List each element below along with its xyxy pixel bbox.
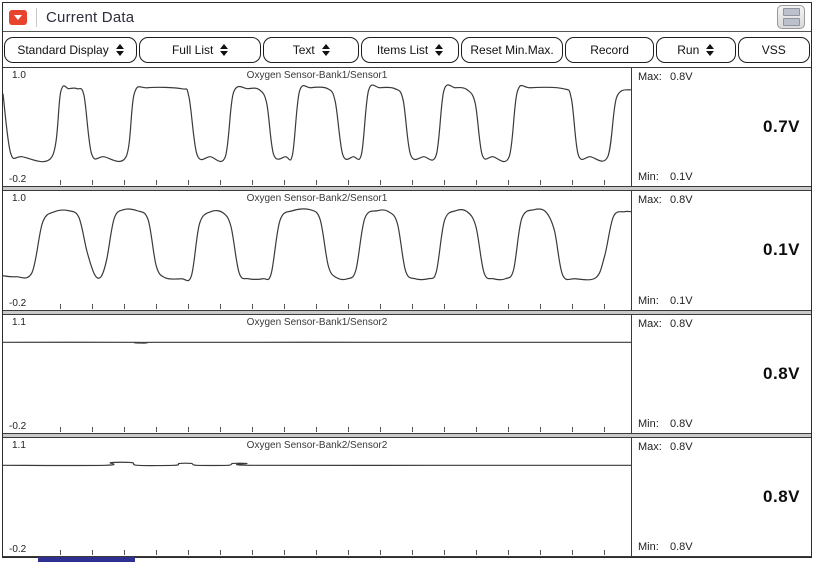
scale-max-label: 1.0	[12, 193, 26, 205]
updown-arrows-icon	[435, 43, 444, 56]
run-dropdown[interactable]: Run	[655, 36, 736, 63]
max-value: 0.8V	[670, 71, 693, 83]
sensor-panel-bank2-sensor1: 1.0 Oxygen Sensor-Bank2/Sensor1 -0.2 Max…	[3, 190, 811, 311]
current-value: 0.1V	[763, 240, 800, 260]
max-label: Max:	[638, 194, 662, 207]
scale-min-label: -0.2	[9, 420, 27, 432]
max-value: 0.8V	[670, 194, 693, 207]
min-label: Min:	[638, 541, 659, 553]
min-value: 0.8V	[670, 541, 693, 553]
scroll-indicator[interactable]	[38, 557, 135, 562]
vss-button[interactable]: VSS	[737, 36, 810, 63]
text-dropdown[interactable]: Text	[263, 36, 360, 63]
min-label: Min:	[638, 417, 659, 430]
reset-minmax-button[interactable]: Reset Min.Max.	[460, 36, 564, 63]
button-label: Full List	[171, 42, 214, 57]
button-label: VSS	[761, 42, 786, 57]
dropdown-arrow-icon	[14, 14, 22, 20]
waveform-plot: 1.0 Oxygen Sensor-Bank1/Sensor1 -0.2	[3, 68, 632, 187]
button-label: Record	[590, 42, 629, 57]
min-label: Min:	[638, 171, 659, 184]
readout-column: Max: 0.8V 0.7V Min: 0.1V	[632, 68, 811, 186]
waveform-line	[3, 191, 631, 309]
toolbar: Standard Display Full List Text Items Li…	[3, 32, 811, 67]
readout-column: Max: 0.8V 0.8V Min: 0.8V	[632, 315, 811, 433]
scale-max-label: 1.1	[12, 316, 26, 328]
readout-column: Max: 0.8V 0.8V Min: 0.8V	[632, 438, 811, 556]
scale-min-label: -0.2	[9, 544, 27, 555]
time-axis-ticks	[60, 303, 627, 309]
list-lines-icon	[782, 8, 800, 16]
max-value: 0.8V	[670, 317, 693, 330]
waveform-plot: 1.1 Oxygen Sensor-Bank1/Sensor2 -0.2	[3, 314, 632, 433]
waveform-title: Oxygen Sensor-Bank2/Sensor1	[246, 193, 388, 205]
updown-arrows-icon	[706, 43, 715, 56]
waveform-title: Oxygen Sensor-Bank2/Sensor2	[246, 439, 388, 451]
button-label: Reset Min.Max.	[470, 42, 554, 57]
titlebar-divider	[36, 7, 37, 27]
waveform-line	[3, 438, 631, 556]
current-value: 0.8V	[763, 363, 800, 383]
standard-display-dropdown[interactable]: Standard Display	[4, 36, 138, 63]
min-value: 0.8V	[670, 417, 693, 430]
min-label: Min:	[638, 294, 659, 307]
waveform-plot: 1.1 Oxygen Sensor-Bank2/Sensor2 -0.2	[3, 437, 632, 556]
max-label: Max:	[638, 71, 662, 83]
page-title: Current Data	[46, 8, 135, 26]
button-label: Items List	[376, 42, 429, 57]
scale-max-label: 1.1	[12, 439, 26, 451]
title-bar: Current Data	[3, 3, 811, 32]
list-lines-icon	[782, 18, 800, 26]
time-axis-ticks	[60, 550, 627, 555]
current-value: 0.8V	[763, 486, 800, 506]
min-value: 0.1V	[670, 294, 693, 307]
readout-column: Max: 0.8V 0.1V Min: 0.1V	[632, 191, 811, 309]
max-value: 0.8V	[670, 440, 693, 453]
sensor-panels: 1.0 Oxygen Sensor-Bank1/Sensor1 -0.2 Max…	[3, 67, 811, 557]
record-button[interactable]: Record	[565, 36, 654, 63]
updown-arrows-icon	[321, 43, 330, 56]
waveform-line	[3, 68, 631, 186]
waveform-title: Oxygen Sensor-Bank1/Sensor2	[246, 316, 388, 328]
time-axis-ticks	[60, 180, 627, 186]
updown-arrows-icon	[115, 43, 124, 56]
sensor-panel-bank1-sensor2: 1.1 Oxygen Sensor-Bank1/Sensor2 -0.2 Max…	[3, 313, 811, 434]
full-list-dropdown[interactable]: Full List	[139, 36, 262, 63]
items-list-dropdown[interactable]: Items List	[361, 36, 459, 63]
sensor-panel-bank2-sensor2: 1.1 Oxygen Sensor-Bank2/Sensor2 -0.2 Max…	[3, 436, 811, 557]
button-label: Standard Display	[17, 42, 109, 57]
window-menu-button[interactable]	[9, 9, 27, 25]
scale-min-label: -0.2	[9, 297, 27, 309]
notes-list-button[interactable]	[777, 5, 805, 29]
scale-max-label: 1.0	[12, 70, 26, 81]
waveform-line	[3, 315, 631, 433]
min-value: 0.1V	[670, 171, 693, 184]
sensor-panel-bank1-sensor1: 1.0 Oxygen Sensor-Bank1/Sensor1 -0.2 Max…	[3, 67, 811, 188]
button-label: Text	[292, 42, 315, 57]
current-value: 0.7V	[763, 117, 800, 137]
max-label: Max:	[638, 317, 662, 330]
waveform-title: Oxygen Sensor-Bank1/Sensor1	[246, 70, 388, 81]
updown-arrows-icon	[220, 43, 229, 56]
max-label: Max:	[638, 440, 662, 453]
button-label: Run	[677, 42, 700, 57]
waveform-plot: 1.0 Oxygen Sensor-Bank2/Sensor1 -0.2	[3, 191, 632, 310]
time-axis-ticks	[60, 426, 627, 432]
scale-min-label: -0.2	[9, 174, 27, 186]
